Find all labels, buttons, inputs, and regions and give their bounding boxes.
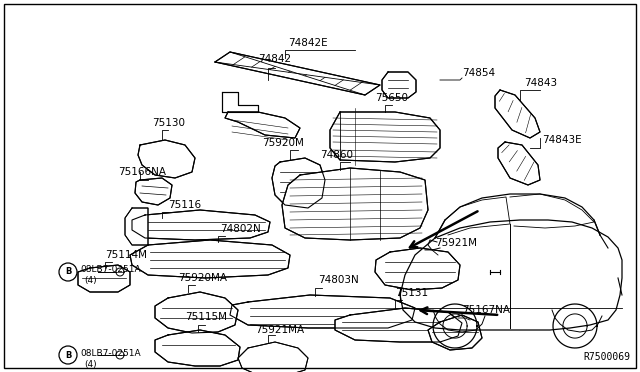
Polygon shape — [335, 308, 462, 342]
Polygon shape — [225, 112, 300, 138]
Text: B: B — [65, 350, 71, 359]
Polygon shape — [495, 90, 540, 138]
Text: R7500069: R7500069 — [583, 352, 630, 362]
Text: (4): (4) — [84, 359, 97, 369]
Text: 74843E: 74843E — [542, 135, 582, 145]
Text: 75167NA: 75167NA — [462, 305, 510, 315]
Text: 74854: 74854 — [462, 68, 495, 78]
Polygon shape — [155, 292, 238, 333]
Polygon shape — [330, 112, 440, 162]
Text: 75130: 75130 — [152, 118, 185, 128]
Text: 74842: 74842 — [258, 54, 291, 64]
Polygon shape — [272, 158, 325, 208]
Text: 75921MA: 75921MA — [255, 325, 304, 335]
Polygon shape — [138, 140, 195, 178]
Polygon shape — [125, 208, 148, 245]
Polygon shape — [375, 248, 460, 290]
Text: B: B — [65, 267, 71, 276]
Polygon shape — [135, 178, 172, 205]
Polygon shape — [498, 142, 540, 185]
Polygon shape — [130, 240, 290, 278]
Polygon shape — [155, 330, 240, 366]
Text: 75921M: 75921M — [435, 238, 477, 248]
Text: (4): (4) — [84, 276, 97, 285]
Text: 75116: 75116 — [168, 200, 201, 210]
Text: 75115M: 75115M — [185, 312, 227, 322]
Text: 74842E: 74842E — [288, 38, 328, 48]
Text: 08LB7-0251A: 08LB7-0251A — [80, 266, 141, 275]
Polygon shape — [428, 315, 482, 350]
Text: 75131: 75131 — [395, 288, 428, 298]
Text: 08LB7-0251A: 08LB7-0251A — [80, 349, 141, 357]
Text: 75166NA: 75166NA — [118, 167, 166, 177]
Polygon shape — [78, 265, 130, 292]
Polygon shape — [238, 342, 308, 372]
Polygon shape — [282, 168, 428, 240]
Text: 75920MA: 75920MA — [178, 273, 227, 283]
Text: 75650: 75650 — [375, 93, 408, 103]
Polygon shape — [382, 72, 416, 98]
Text: 74802N: 74802N — [220, 224, 260, 234]
Text: 75920M: 75920M — [262, 138, 304, 148]
Polygon shape — [230, 295, 415, 328]
Text: 74860: 74860 — [320, 150, 353, 160]
Polygon shape — [132, 210, 270, 240]
Text: 74843: 74843 — [524, 78, 557, 88]
Polygon shape — [215, 52, 380, 95]
Polygon shape — [222, 92, 258, 112]
Text: 75114M: 75114M — [105, 250, 147, 260]
Text: 74803N: 74803N — [318, 275, 359, 285]
